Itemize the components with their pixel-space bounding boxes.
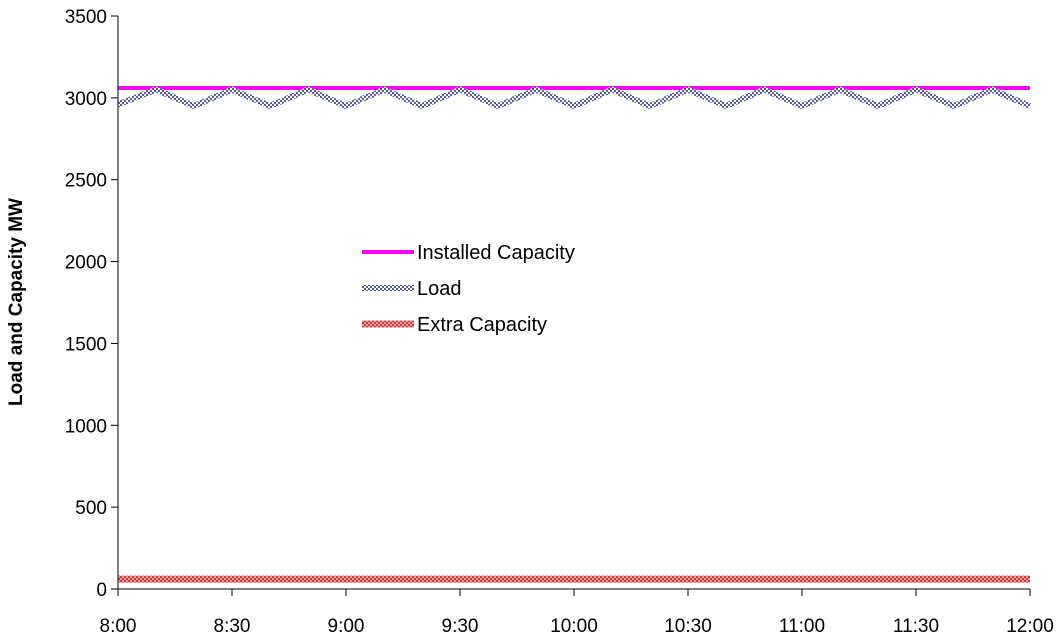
y-tick-label: 3000 [65, 89, 107, 110]
legend: Installed Capacity Load Extra Capacity [362, 242, 575, 336]
y-axis-title: Load and Capacity MW [6, 198, 27, 406]
plot-area: 0 500 1000 1500 2000 2500 3000 3500 8:00 8:30 9:0… [65, 7, 1054, 637]
y-tick-label: 500 [75, 498, 107, 519]
y-ticks: 0 500 1000 1500 2000 2500 3000 3500 [65, 7, 118, 601]
x-tick-label: 11:00 [779, 616, 825, 637]
y-tick-label: 2500 [65, 171, 107, 192]
y-tick-label: 1500 [65, 334, 107, 355]
x-tick-label: 9:30 [442, 616, 479, 637]
y-tick-label: 2000 [65, 253, 107, 274]
x-tick-label: 10:30 [664, 616, 712, 637]
legend-label-installed-capacity: Installed Capacity [417, 242, 575, 264]
x-tick-label: 12:00 [1006, 616, 1054, 637]
y-tick-label: 0 [96, 580, 107, 601]
y-tick-label: 1000 [65, 416, 107, 437]
y-tick-label: 3500 [65, 7, 107, 28]
legend-label-load: Load [417, 278, 462, 300]
x-ticks: 8:00 8:30 9:00 9:30 10:00 10:30 11:00 11:30 12:0… [100, 589, 1054, 637]
series-line-load [116, 86, 1032, 110]
legend-label-extra-capacity: Extra Capacity [417, 314, 547, 336]
x-tick-label: 11:30 [893, 616, 939, 637]
series-layer [116, 86, 1032, 583]
x-tick-label: 8:00 [100, 616, 137, 637]
x-tick-label: 9:00 [328, 616, 365, 637]
x-tick-label: 10:00 [550, 616, 598, 637]
x-tick-label: 8:30 [214, 616, 251, 637]
